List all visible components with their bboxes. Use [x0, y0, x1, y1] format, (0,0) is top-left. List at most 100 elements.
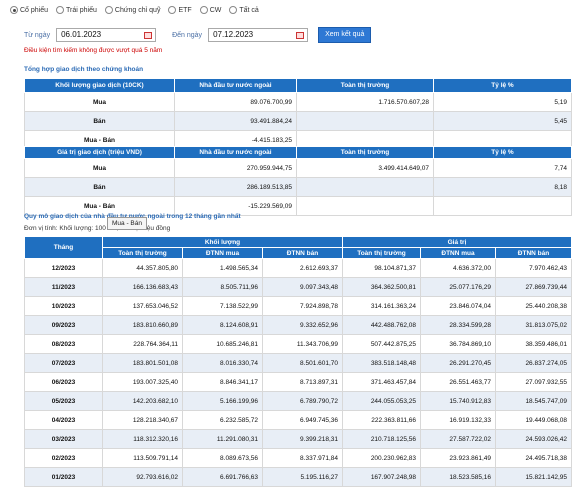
table-cell: 8.016.330,74: [182, 353, 263, 373]
value-summary-table: Giá trị giao dịch (triệu VND) Nhà đầu tư…: [24, 146, 572, 216]
table-row: Mua 270.959.944,75 3.499.414.649,07 7,74: [24, 158, 572, 178]
table-row: 09/2023 183.810.660,89 8.124.608,91 9.332.6…: [24, 315, 573, 335]
table-cell: 442.488.762,08: [342, 315, 421, 335]
table-row: 01/2023 92.793.616,02 6.691.766,63 5.195.11…: [24, 467, 573, 487]
radio-fund-certificates[interactable]: Chứng chỉ quỹ: [104, 6, 160, 14]
radio-dot-selected[interactable]: [10, 6, 18, 14]
column-header: Toàn thị trường: [296, 146, 434, 159]
table-cell: 193.007.325,40: [102, 372, 183, 392]
table-cell: 7,74: [433, 158, 572, 178]
table-cell: 27.587.722,02: [420, 429, 496, 449]
table-cell: 5,19: [433, 92, 572, 112]
table-cell: 200.230.962,83: [342, 448, 421, 468]
table-cell: 7.970.462,43: [494, 258, 573, 278]
table-cell: 27.869.739,44: [494, 277, 573, 297]
column-header: Giá trị giao dịch (triệu VND): [24, 146, 175, 159]
column-header: ĐTNN bán: [494, 247, 573, 259]
volume-summary-table: Khối lượng giao dịch (10CK) Nhà đầu tư n…: [24, 78, 572, 150]
table-cell: 183.801.501,08: [102, 353, 183, 373]
table-cell: [296, 111, 434, 131]
to-date-input[interactable]: 07.12.2023: [208, 28, 309, 42]
table-cell: 5.195.116,27: [262, 467, 343, 487]
column-header: Tỷ lệ %: [433, 78, 572, 93]
table-cell: 8,18: [433, 177, 572, 197]
view-results-button[interactable]: Xem kết quả: [318, 27, 372, 43]
table-cell: 8.337.971,84: [262, 448, 343, 468]
column-header: Nhà đầu tư nước ngoài: [174, 146, 297, 159]
calendar-icon[interactable]: [296, 32, 305, 39]
table-cell: 24.593.026,42: [494, 429, 573, 449]
table-cell: 210.718.125,56: [342, 429, 421, 449]
table-cell: 24.495.718,38: [494, 448, 573, 468]
table-cell: 15.740.912,83: [420, 391, 496, 411]
table-row: 03/2023 118.312.320,16 11.291.080,31 9.399.…: [24, 429, 573, 449]
radio-dot[interactable]: [229, 6, 238, 14]
monthly-table: Tháng Khối lượng Giá trị Toàn thị trường…: [24, 236, 573, 487]
column-header: Tỷ lệ %: [433, 146, 572, 159]
table-cell: 2.612.693,37: [262, 258, 343, 278]
month-cell: 08/2023: [24, 334, 103, 354]
radio-label: Trái phiếu: [66, 6, 97, 14]
table-cell: 507.442.875,25: [342, 334, 421, 354]
month-cell: 01/2023: [24, 467, 103, 487]
table-cell: 9.332.652,96: [262, 315, 343, 335]
from-date-input[interactable]: 06.01.2023: [56, 28, 157, 42]
table-row: Mua 89.076.700,99 1.716.570.607,28 5,19: [24, 92, 572, 112]
radio-all[interactable]: Tất cả: [229, 6, 259, 14]
radio-stocks[interactable]: Cổ phiếu: [10, 6, 48, 14]
table-cell: 9.399.218,31: [262, 429, 343, 449]
volume-group-header: Khối lượng: [102, 236, 343, 248]
radio-label: ETF: [178, 6, 192, 14]
month-cell: 02/2023: [24, 448, 103, 468]
radio-dot[interactable]: [199, 6, 208, 14]
row-label: Bán: [24, 177, 175, 197]
table-cell: 118.312.320,16: [102, 429, 183, 449]
table-cell: [433, 196, 572, 216]
radio-cw[interactable]: CW: [199, 6, 222, 14]
table-cell: 128.218.340,67: [102, 410, 183, 430]
calendar-icon[interactable]: [144, 32, 153, 39]
table-cell: [296, 177, 434, 197]
table-cell: 383.518.148,48: [342, 353, 421, 373]
table-cell: 23.923.861,49: [420, 448, 496, 468]
column-header: Toàn thị trường: [342, 247, 421, 259]
column-header: ĐTNN bán: [262, 247, 343, 259]
table-cell: 6.691.766,63: [182, 467, 263, 487]
table-cell: 270.959.944,75: [174, 158, 297, 178]
radio-label: CW: [209, 6, 222, 14]
radio-dot[interactable]: [104, 6, 113, 14]
row-label: Mua - Bán: [24, 196, 175, 216]
table-cell: 31.813.075,02: [494, 315, 573, 335]
row-label: Mua: [24, 158, 175, 178]
month-header: Tháng: [24, 236, 103, 259]
table-cell: 25.440.208,38: [494, 296, 573, 316]
table-cell: 8.846.341,17: [182, 372, 263, 392]
month-cell: 03/2023: [24, 429, 103, 449]
table-cell: 26.291.270,45: [420, 353, 496, 373]
table-cell: 371.463.457,84: [342, 372, 421, 392]
table-cell: 8.713.897,31: [262, 372, 343, 392]
month-cell: 11/2023: [24, 277, 103, 297]
table-row: 06/2023 193.007.325,40 8.846.341,17 8.713.8…: [24, 372, 573, 392]
date-filter: Từ ngày 06.01.2023 Đến ngày 07.12.2023 X…: [24, 27, 372, 43]
table-cell: 137.653.046,52: [102, 296, 183, 316]
table-cell: 18.545.747,09: [494, 391, 573, 411]
radio-bonds[interactable]: Trái phiếu: [56, 6, 97, 14]
table-row: Bán 93.491.884,24 5,45: [24, 111, 572, 131]
table-cell: 27.097.932,55: [494, 372, 573, 392]
table-cell: 6.789.790,72: [262, 391, 343, 411]
table-cell: 18.523.585,16: [420, 467, 496, 487]
month-cell: 04/2023: [24, 410, 103, 430]
column-header: Khối lượng giao dịch (10CK): [24, 78, 175, 93]
radio-dot[interactable]: [56, 6, 65, 14]
table-cell: 8.505.711,96: [182, 277, 263, 297]
table-row: 11/2023 166.136.683,43 8.505.711,96 9.097.3…: [24, 277, 573, 297]
table-cell: 4.636.372,00: [420, 258, 496, 278]
table-cell: 11.291.080,31: [182, 429, 263, 449]
table-cell: 38.359.486,01: [494, 334, 573, 354]
table-row: 04/2023 128.218.340,67 6.232.585,72 6.949.7…: [24, 410, 573, 430]
radio-etf[interactable]: ETF: [168, 6, 192, 14]
radio-dot[interactable]: [168, 6, 177, 14]
table-cell: 16.919.132,33: [420, 410, 496, 430]
table-cell: 314.161.363,24: [342, 296, 421, 316]
